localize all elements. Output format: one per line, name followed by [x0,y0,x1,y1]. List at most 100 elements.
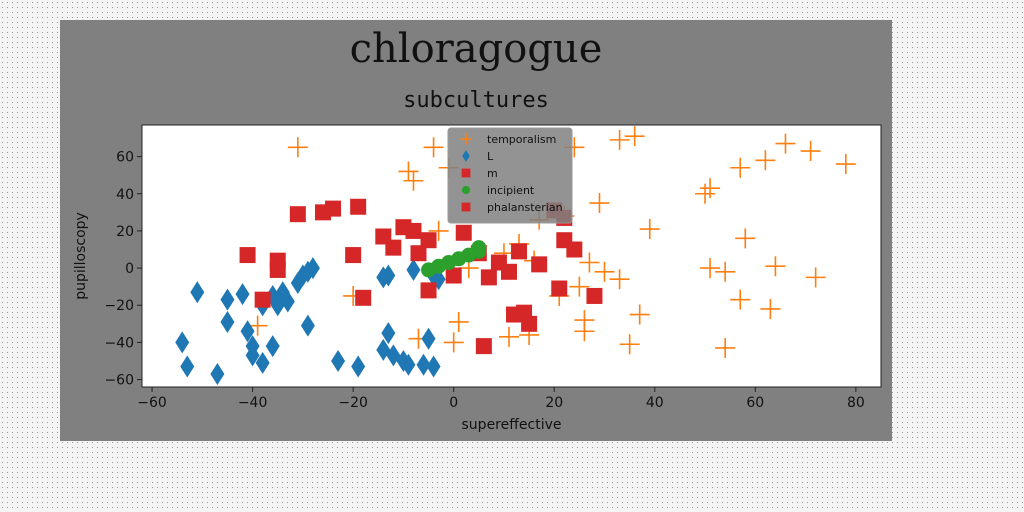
point-l [426,264,441,287]
legend-marker [462,149,470,163]
point-temporalism [287,137,308,158]
point-m [455,224,472,241]
x-tick-label: 60 [746,395,764,411]
point-m [269,261,286,278]
point-temporalism [735,228,756,249]
point-l [426,355,441,378]
legend-marker [461,185,471,195]
y-tick-label: −20 [104,298,134,314]
point-m [350,198,367,215]
point-l [190,281,205,304]
point-temporalism [755,150,776,171]
legend-marker [460,133,472,145]
y-tick-label: −40 [104,335,134,351]
point-m [410,245,427,262]
legend-box [447,127,573,224]
legend-marker [461,202,471,212]
point-temporalism [594,261,615,282]
legend-label: incipient [487,184,535,197]
point-temporalism [609,269,630,290]
point-temporalism [629,304,650,325]
figure-title: chloragogue [349,26,603,72]
point-l [255,351,270,374]
point-m [325,200,342,217]
legend-label: m [487,167,498,180]
point-m [586,287,603,304]
point-temporalism [398,161,419,182]
point-l [300,314,315,337]
point-m [289,206,306,223]
point-temporalism [700,178,721,199]
point-l [401,353,416,376]
x-tick-label: −40 [238,395,268,411]
point-temporalism [805,267,826,288]
point-temporalism [715,261,736,282]
legend-label: L [487,150,494,163]
point-temporalism [498,326,519,347]
point-temporalism [589,193,610,214]
y-axis-label: pupilloscopy [73,212,89,300]
y-tick-label: 40 [116,187,134,203]
point-temporalism [715,337,736,358]
point-m [420,232,437,249]
point-temporalism [639,219,660,240]
point-temporalism [624,126,645,147]
point-m [551,280,568,297]
legend: temporalism Lm incipient phalansterian [447,127,573,224]
chart-title: subcultures [403,88,549,113]
point-temporalism [730,289,751,310]
point-temporalism [428,220,449,241]
axis-ticks: −60 −40 −20 0 20 40 60 80 −60 −40 −20 0 20 40 60 [104,150,864,411]
x-tick-label: 20 [545,395,563,411]
legend-label: temporalism [487,133,556,146]
point-temporalism [403,170,424,191]
point-l [331,349,346,372]
point-l [265,335,280,358]
scatter-chart: −60 −40 −20 0 20 40 60 80 −60 −40 −20 0 20 40 60 super… [73,124,882,433]
point-l [421,327,436,350]
point-temporalism [569,276,590,297]
x-tick-label: 40 [646,395,664,411]
point-l [235,283,250,306]
point-m [480,269,497,286]
point-m [254,291,271,308]
point-l [280,290,295,313]
point-m [420,282,437,299]
point-l [305,257,320,280]
x-tick-label: 80 [847,395,865,411]
point-temporalism [760,298,781,319]
point-l [210,362,225,385]
data-marks [175,126,856,385]
point-l [220,288,235,311]
point-m [405,222,422,239]
point-l [240,320,255,343]
point-m [566,241,583,258]
legend-label: phalansterian [487,201,563,214]
figure-background: chloragogue subcultures −60 −40 −20 0 20 40 60… [60,20,892,441]
point-l [220,310,235,333]
point-l [381,264,396,287]
point-m [239,247,256,264]
y-tick-label: 0 [125,261,134,277]
point-temporalism [695,183,716,204]
point-temporalism [609,129,630,150]
point-l [245,344,260,367]
point-m [355,289,372,306]
x-tick-label: 0 [449,395,458,411]
point-temporalism [423,137,444,158]
point-temporalism [765,256,786,277]
point-l [180,355,195,378]
point-m [511,243,528,260]
point-temporalism [730,157,751,178]
point-l [351,355,366,378]
point-l [175,331,190,354]
point-m [531,256,548,273]
point-l [406,258,421,281]
point-temporalism [619,334,640,355]
x-axis-label: supereffective [462,417,562,433]
x-tick-label: −60 [137,395,167,411]
point-temporalism [574,321,595,342]
point-l [381,322,396,345]
point-temporalism [448,311,469,332]
point-m [521,315,538,332]
